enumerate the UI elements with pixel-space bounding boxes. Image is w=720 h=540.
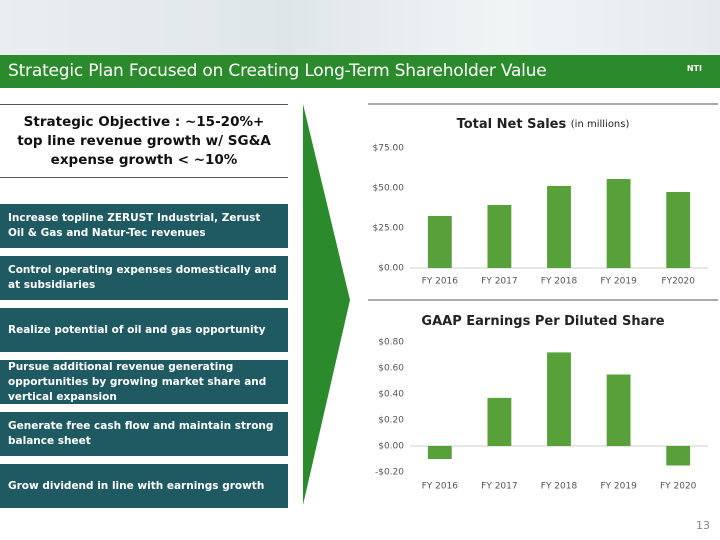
- strategy-item: Grow dividend in line with earnings grow…: [0, 464, 288, 508]
- strategy-item: Generate free cash flow and maintain str…: [0, 412, 288, 456]
- strategy-item: Pursue additional revenue generating opp…: [0, 360, 288, 404]
- y-tick-label: $0.80: [378, 338, 404, 348]
- bar: [547, 352, 571, 446]
- y-tick-label: $0.40: [378, 390, 404, 400]
- y-tick-label: $0.60: [378, 364, 404, 374]
- x-tick-label: FY 2016: [422, 277, 459, 287]
- logo: NTI: [686, 64, 702, 73]
- bar: [606, 179, 631, 268]
- y-tick-label: $0.00: [378, 264, 404, 274]
- y-tick-label: $75.00: [373, 144, 405, 154]
- x-tick-label: FY 2018: [541, 482, 578, 492]
- y-tick-label: -$0.20: [375, 468, 404, 478]
- y-tick-label: $50.00: [373, 184, 405, 194]
- chart-title: Total Net Sales (in millions): [457, 117, 630, 132]
- page-number: 13: [696, 519, 710, 532]
- objective: Strategic Objective : ~15-20%+ top line …: [0, 104, 288, 178]
- slide-title: Strategic Plan Focused on Creating Long-…: [8, 61, 547, 81]
- strategy-item: Increase topline ZERUST Industrial, Zeru…: [0, 204, 288, 248]
- bar: [427, 446, 452, 459]
- y-tick-label: $0.20: [378, 416, 404, 426]
- x-tick-label: FY 2016: [422, 482, 459, 492]
- x-tick-label: FY 2017: [481, 277, 517, 287]
- x-tick-label: FY 2020: [660, 482, 697, 492]
- bar: [666, 446, 691, 466]
- y-tick-label: $25.00: [373, 224, 405, 234]
- x-tick-label: FY 2019: [600, 482, 637, 492]
- x-tick-label: FY 2018: [541, 277, 578, 287]
- x-tick-label: FY 2019: [600, 277, 637, 287]
- bar: [547, 185, 571, 268]
- title-bar: Strategic Plan Focused on Creating Long-…: [0, 55, 720, 88]
- x-tick-label: FY 2017: [481, 482, 517, 492]
- bar: [487, 204, 512, 268]
- y-tick-label: $0.00: [378, 442, 404, 452]
- bar: [427, 216, 452, 268]
- strategy-item: Control operating expenses domestically …: [0, 256, 288, 300]
- bar: [606, 374, 631, 446]
- bar: [487, 397, 512, 446]
- x-tick-label: FY2020: [661, 277, 695, 287]
- chart-title-text: Total Net Sales: [457, 117, 567, 132]
- arrow: [303, 104, 350, 505]
- chart-subtitle: (in millions): [571, 119, 630, 130]
- header-image: [0, 0, 720, 55]
- bar: [666, 192, 691, 268]
- chart-title-text: GAAP Earnings Per Diluted Share: [421, 314, 664, 329]
- chart-title: GAAP Earnings Per Diluted Share: [421, 314, 664, 329]
- strategy-item: Realize potential of oil and gas opportu…: [0, 308, 288, 352]
